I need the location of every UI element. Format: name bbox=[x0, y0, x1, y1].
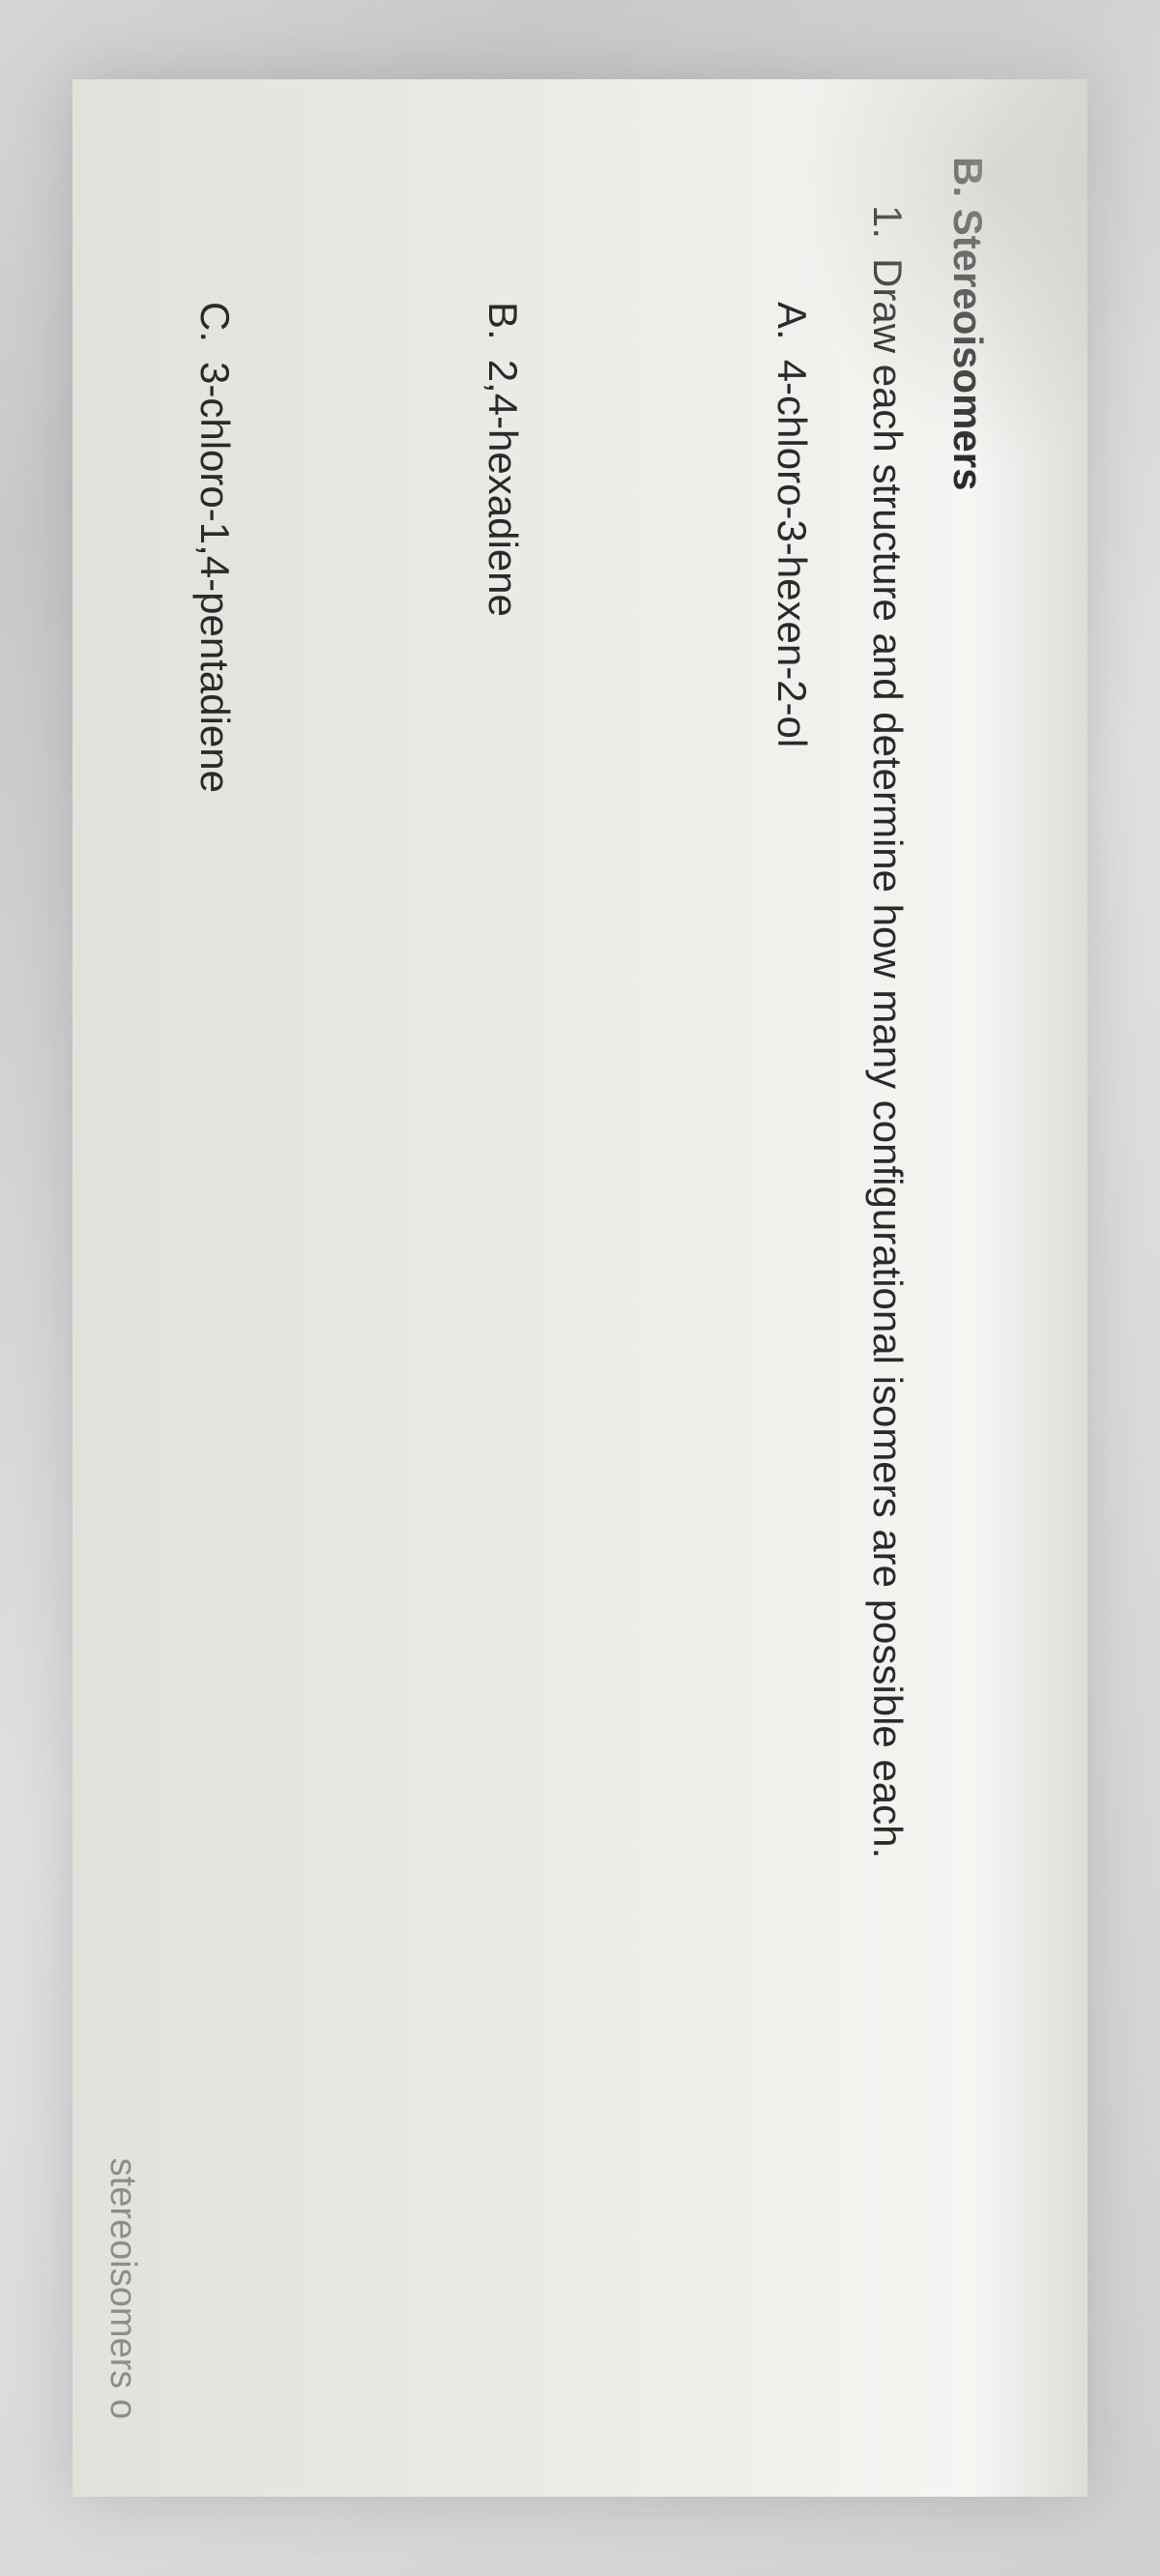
question-prompt: 1. Draw each structure and determine how … bbox=[858, 205, 915, 2419]
question-number: 1. bbox=[858, 205, 915, 239]
footer-partial-text: stereoisomers o bbox=[102, 2158, 143, 2419]
compound-name-c: 3-chloro-1,4-pentadiene bbox=[192, 362, 238, 793]
compound-name-a: 4-chloro-3-hexen-2-ol bbox=[769, 360, 815, 748]
sub-letter-c: C. bbox=[186, 302, 243, 342]
worksheet-page: B. Stereoisomers 1. Draw each structure a… bbox=[72, 79, 1088, 2497]
sub-item-a: A. 4-chloro-3-hexen-2-ol bbox=[763, 302, 820, 2419]
sub-letter-a: A. bbox=[763, 302, 820, 340]
sub-letter-b: B. bbox=[475, 302, 532, 340]
sub-item-c: C. 3-chloro-1,4-pentadiene bbox=[186, 302, 243, 2419]
sub-item-b: B. 2,4-hexadiene bbox=[475, 302, 532, 2419]
section-header: B. Stereoisomers bbox=[944, 157, 991, 2419]
compound-name-b: 2,4-hexadiene bbox=[480, 360, 526, 617]
question-body: Draw each structure and determine how ma… bbox=[865, 258, 911, 1859]
